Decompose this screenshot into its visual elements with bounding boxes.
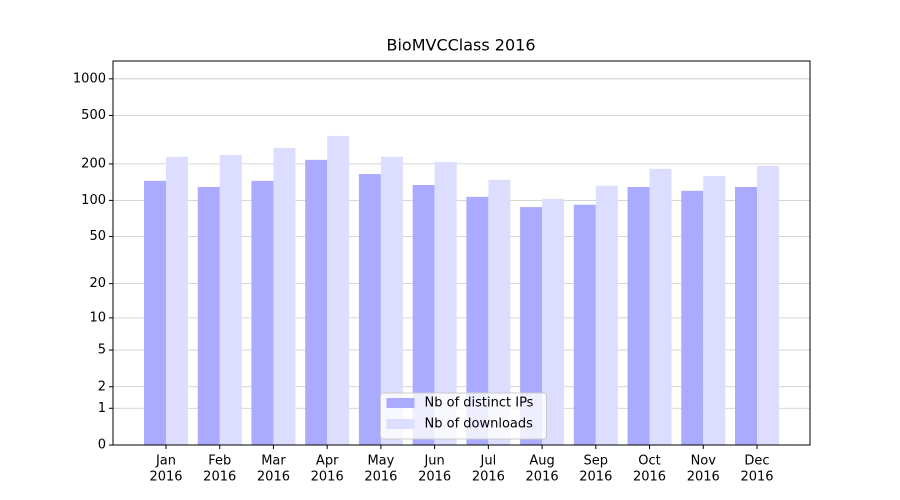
y-tick-label: 50 [89, 229, 106, 244]
y-tick-label: 1000 [73, 71, 106, 86]
bar [273, 147, 296, 446]
bar [380, 156, 403, 445]
bar [434, 161, 457, 445]
legend-swatch [386, 419, 415, 429]
x-tick-label: 2016 [364, 470, 397, 485]
x-tick-label: 2016 [311, 470, 344, 485]
bar [358, 174, 381, 445]
bar [488, 179, 511, 445]
y-tick-label: 100 [81, 193, 106, 208]
bar [735, 187, 757, 445]
bar [466, 196, 489, 445]
y-tick-label: 0 [98, 438, 106, 453]
bar [327, 135, 350, 445]
bar [197, 187, 220, 445]
legend: Nb of distinct IPs Nb of downloads [380, 392, 547, 440]
bar [627, 187, 650, 445]
x-tick-label: 2016 [149, 470, 182, 485]
x-tick-label: Dec [744, 454, 769, 469]
x-tick-label: May [367, 454, 394, 469]
x-tick-label: Oct [638, 454, 660, 469]
bar [542, 198, 565, 445]
x-tick-label: Jul [480, 454, 497, 469]
bar [412, 185, 435, 445]
legend-box [380, 392, 547, 440]
legend-label: Nb of downloads [425, 417, 534, 432]
bar [520, 207, 543, 445]
x-tick-label: Jan [155, 454, 176, 469]
x-tick-label: Aug [529, 454, 554, 469]
x-tick-label: 2016 [526, 470, 559, 485]
x-tick-label: Mar [261, 454, 286, 469]
y-tick-label: 5 [98, 343, 106, 358]
x-tick-label: 2016 [687, 470, 720, 485]
bar [305, 159, 328, 446]
x-tick-label: Feb [208, 454, 231, 469]
bar [757, 165, 779, 446]
y-tick-label: 2 [98, 379, 106, 394]
legend-label: Nb of distinct IPs [425, 396, 534, 411]
legend-swatch [386, 398, 415, 408]
chart-title: BioMVCClass 2016 [386, 36, 535, 55]
x-tick-label: 2016 [633, 470, 666, 485]
x-tick-label: 2016 [472, 470, 505, 485]
x-tick-label: Nov [691, 454, 717, 469]
x-tick-label: 2016 [740, 470, 773, 485]
bar [251, 180, 274, 446]
bar [595, 185, 618, 445]
bar [649, 168, 672, 445]
x-tick-label: 2016 [579, 470, 612, 485]
y-tick-label: 200 [81, 156, 106, 171]
x-tick-label: 2016 [203, 470, 236, 485]
y-tick-label: 20 [89, 276, 106, 291]
y-tick-label: 500 [81, 108, 106, 123]
y-tick-label: 10 [89, 310, 106, 325]
bar [681, 190, 704, 445]
x-tick-label: 2016 [418, 470, 451, 485]
x-tick-label: Apr [316, 454, 339, 469]
bar [144, 180, 166, 446]
bar [573, 204, 596, 445]
x-tick-label: Jun [423, 454, 444, 469]
bar [166, 156, 188, 445]
x-tick-label: 2016 [257, 470, 290, 485]
plot-frame [112, 60, 811, 446]
y-tick-label: 1 [98, 401, 106, 416]
x-tick-label: Sep [584, 454, 609, 469]
bar [703, 176, 726, 445]
bar [219, 154, 242, 445]
